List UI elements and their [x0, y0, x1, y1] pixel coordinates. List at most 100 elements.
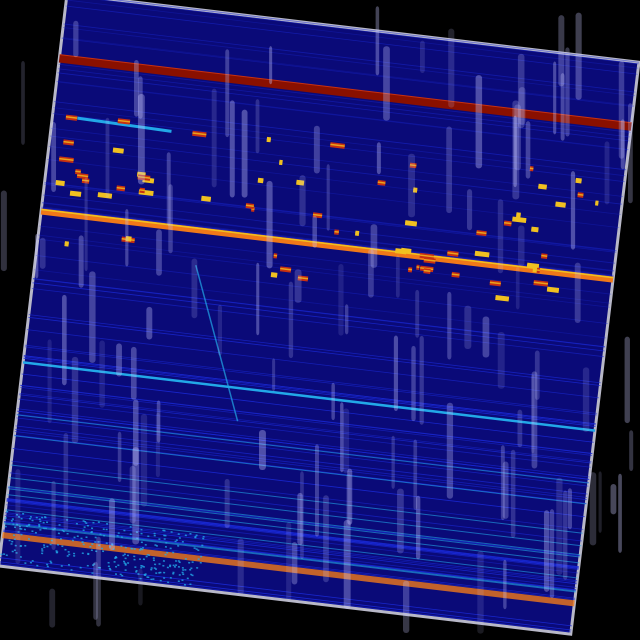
rain-streak	[549, 509, 555, 599]
noise-dot	[155, 572, 158, 574]
noise-dot	[153, 532, 156, 535]
noise-dot	[94, 541, 97, 543]
noise-dot	[0, 553, 3, 556]
event-marker-core	[297, 276, 309, 280]
faint-line	[66, 0, 639, 69]
rain-streak	[109, 498, 115, 551]
faint-line	[0, 557, 572, 627]
noise-dot	[56, 551, 59, 553]
faint-line	[61, 38, 634, 108]
noise-dot	[146, 576, 149, 578]
noise-dot	[189, 583, 192, 586]
rain-streak	[313, 125, 320, 174]
rain-streak	[191, 258, 198, 319]
rain-streak	[347, 468, 353, 525]
noise-dot	[39, 528, 42, 531]
faint-line	[20, 384, 593, 454]
noise-dot	[142, 566, 145, 568]
noise-dot	[159, 579, 162, 582]
noise-dot	[138, 558, 142, 561]
faint-line	[14, 434, 587, 504]
noise-dot	[182, 573, 185, 576]
rain-streak	[266, 180, 273, 269]
event-marker-core	[334, 230, 339, 233]
rain-streak	[543, 510, 550, 592]
rain-streak	[224, 478, 230, 529]
event-marker-core	[65, 116, 78, 119]
noise-dot	[175, 539, 178, 541]
noise-dot	[97, 541, 100, 543]
rain-streak	[133, 399, 139, 466]
noise-dot	[152, 578, 155, 580]
noise-dot	[28, 517, 32, 520]
faint-line	[4, 513, 578, 583]
rain-streak	[531, 374, 535, 454]
rain-streak	[534, 350, 540, 400]
noise-dot	[141, 546, 145, 549]
noise-dot	[108, 545, 112, 548]
noise-dot	[13, 549, 16, 552]
faint-line	[16, 417, 589, 487]
rain-streak	[620, 119, 625, 170]
noise-dot	[190, 573, 193, 576]
noise-dot	[42, 521, 45, 524]
noise-dot	[100, 547, 104, 550]
noise-dot	[66, 555, 69, 557]
faint-line	[23, 357, 596, 427]
event-marker-core	[474, 252, 490, 256]
noise-dot	[17, 531, 20, 533]
rain-streak	[513, 115, 517, 188]
noise-dot	[19, 556, 23, 558]
noise-dot	[38, 523, 41, 526]
noise-dot	[197, 558, 200, 560]
noise-dot	[91, 543, 94, 545]
noise-dot	[172, 572, 175, 575]
rain-streak	[62, 294, 67, 386]
noise-dot	[123, 529, 126, 532]
noise-dot	[81, 552, 84, 555]
noise-dot	[137, 573, 140, 575]
noise-dot	[46, 565, 49, 568]
noise-dot	[29, 561, 32, 564]
noise-dot	[91, 572, 94, 574]
rain-streak	[518, 87, 526, 125]
noise-dot	[134, 566, 137, 569]
noise-dot	[107, 561, 110, 564]
noise-dot	[162, 560, 166, 562]
rain-streak	[259, 429, 266, 470]
faint-line	[58, 68, 631, 138]
bottom-orange-band	[2, 532, 575, 607]
noise-dot	[163, 571, 166, 574]
noise-dot	[138, 549, 142, 551]
faint-line	[42, 194, 616, 264]
rain-streak	[482, 316, 490, 358]
noise-dot	[84, 520, 87, 523]
faint-line	[9, 472, 582, 542]
noise-dot	[90, 549, 93, 552]
noise-dot	[153, 534, 156, 537]
event-marker-core	[125, 237, 132, 240]
noise-dot	[102, 550, 105, 553]
faint-line	[32, 282, 605, 352]
event-marker-core	[447, 252, 459, 255]
noise-dot	[152, 557, 155, 560]
rain-streak	[464, 305, 472, 349]
noise-dot	[87, 552, 90, 555]
rain-streak	[326, 164, 330, 231]
noise-dot	[129, 526, 132, 528]
noise-dot	[169, 547, 172, 550]
noise-dot	[82, 520, 85, 522]
noise-dot	[136, 537, 139, 540]
faint-line	[6, 498, 579, 568]
noise-dot	[11, 518, 14, 520]
event-marker-core	[245, 204, 254, 207]
rain-streak	[515, 266, 520, 310]
rain-streak	[96, 536, 101, 627]
faint-line	[3, 521, 577, 591]
rain-streak	[116, 343, 122, 377]
rain-streak	[558, 15, 565, 87]
noise-dot	[174, 560, 178, 562]
rain-streak	[563, 490, 568, 580]
event-marker-core	[516, 213, 521, 216]
faint-line	[24, 346, 597, 416]
